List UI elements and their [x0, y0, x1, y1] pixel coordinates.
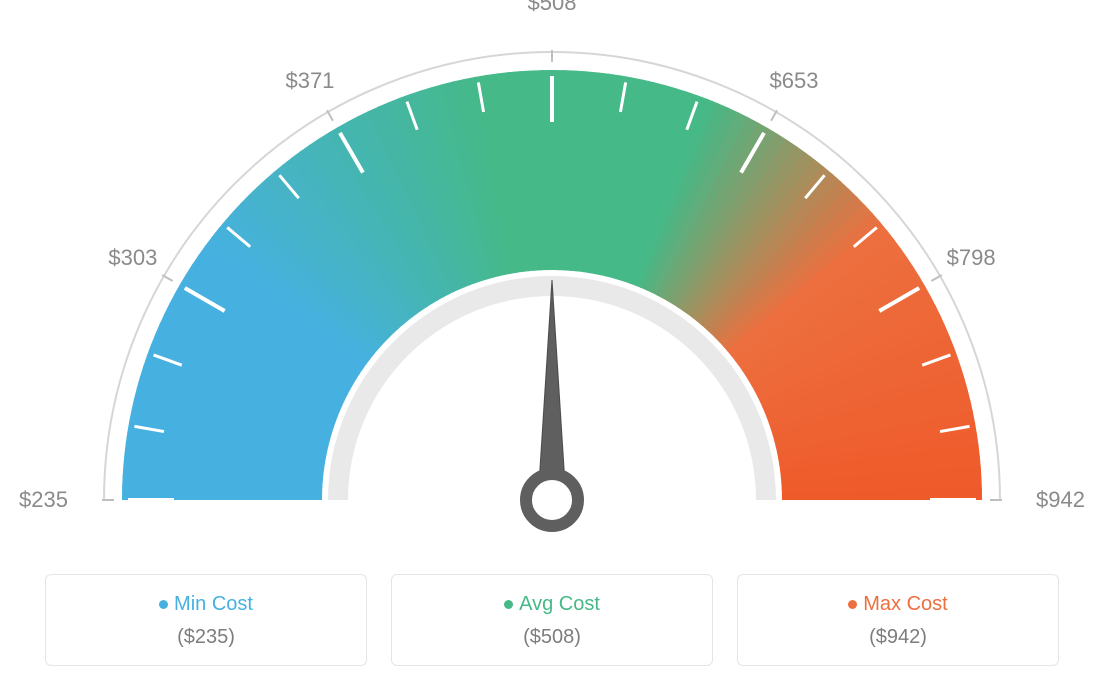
gauge-tick-label: $371 [285, 68, 334, 94]
legend-avg: Avg Cost ($508) [391, 574, 713, 666]
gauge-chart [0, 0, 1104, 560]
dot-icon [848, 600, 857, 609]
gauge-tick-label: $235 [19, 487, 68, 513]
gauge-tick-label: $942 [1036, 487, 1085, 513]
legend-avg-label: Avg Cost [402, 593, 702, 616]
legend-max: Max Cost ($942) [737, 574, 1059, 666]
dot-icon [159, 600, 168, 609]
legend-max-value: ($942) [748, 626, 1048, 649]
legend-min-text: Min Cost [174, 593, 253, 615]
legend-row: Min Cost ($235) Avg Cost ($508) Max Cost… [0, 574, 1104, 666]
gauge-tick-label: $653 [770, 68, 819, 94]
legend-min-value: ($235) [56, 626, 356, 649]
legend-max-label: Max Cost [748, 593, 1048, 616]
legend-max-text: Max Cost [863, 593, 947, 615]
cost-gauge-container: $235 $303 $371 $508 $653 $798 $942 Min Cost ($… [0, 0, 1104, 690]
gauge-tick-label: $303 [108, 245, 157, 271]
legend-avg-text: Avg Cost [519, 593, 600, 615]
legend-min: Min Cost ($235) [45, 574, 367, 666]
dot-icon [504, 600, 513, 609]
legend-avg-value: ($508) [402, 626, 702, 649]
gauge-tick-label: $798 [947, 245, 996, 271]
gauge-tick-label: $508 [528, 0, 577, 16]
legend-min-label: Min Cost [56, 593, 356, 616]
